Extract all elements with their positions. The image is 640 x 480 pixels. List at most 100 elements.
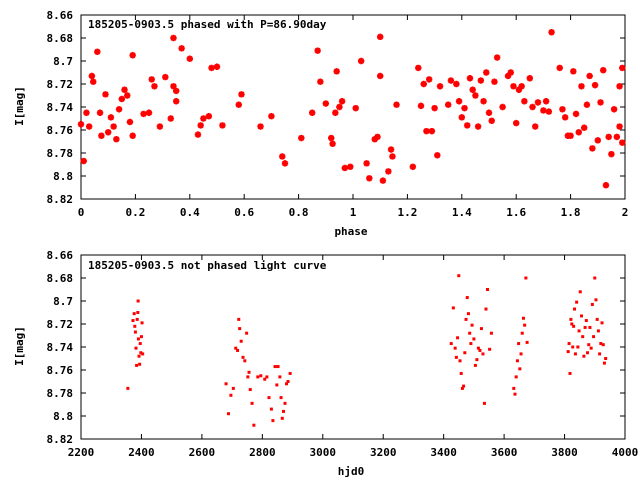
unphased-data-point: [236, 348, 240, 352]
phased-data-point: [194, 131, 202, 138]
unphased-data-point: [263, 377, 267, 381]
phased-data-point: [140, 110, 147, 118]
phased-data-point: [540, 107, 547, 114]
unphased-data-point: [520, 331, 524, 335]
phased-data-point: [575, 129, 582, 136]
unphased-y-tick-label: 8.78: [47, 387, 74, 400]
unphased-x-tick-label: 2200: [68, 446, 95, 459]
unphased-data-point: [133, 330, 137, 334]
phased-data-point: [510, 83, 517, 90]
unphased-y-tick-label: 8.68: [47, 272, 74, 285]
unphased-x-tick-label: 3800: [551, 446, 578, 459]
unphased-data-point: [138, 342, 142, 346]
phased-plot-frame: [80, 14, 626, 200]
unphased-data-point: [131, 319, 135, 323]
phased-data-point: [317, 78, 324, 85]
unphased-data-point: [570, 322, 574, 326]
phased-data-point: [268, 113, 275, 120]
unphased-data-point: [286, 380, 290, 383]
unphased-data-point: [468, 331, 472, 335]
unphased-data-point: [259, 374, 263, 378]
phased-data-point: [425, 76, 433, 83]
phased-data-point: [493, 54, 501, 61]
phased-y-tick-label: 8.66: [47, 9, 74, 22]
unphased-data-point: [288, 371, 292, 375]
unphased-data-point: [237, 317, 241, 321]
unphased-data-point: [239, 339, 243, 343]
phased-data-point: [338, 98, 346, 105]
unphased-data-point: [599, 342, 603, 346]
unphased-data-point: [463, 351, 467, 355]
unphased-data-point: [519, 352, 523, 356]
unphased-data-point: [594, 298, 598, 302]
unphased-data-point: [566, 350, 570, 354]
unphased-data-point: [524, 276, 528, 280]
phased-data-point: [389, 153, 396, 160]
unphased-data-point: [569, 317, 573, 321]
unphased-data-point: [523, 323, 527, 327]
unphased-data-point: [136, 311, 140, 314]
phased-data-point: [461, 104, 468, 112]
unphased-data-point: [243, 359, 247, 363]
phased-data-point: [126, 118, 134, 126]
phased-data-point: [504, 72, 512, 80]
unphased-data-point: [514, 375, 518, 379]
phased-data-point: [279, 153, 286, 160]
phased-data-point: [423, 127, 430, 135]
unphased-data-point: [458, 359, 462, 363]
unphased-data-point: [133, 324, 137, 328]
unphased-data-point: [573, 352, 577, 356]
unphased-y-tick-label: 8.8: [53, 410, 73, 423]
phased-data-point: [148, 76, 155, 83]
unphased-data-point: [457, 274, 461, 278]
phased-data-point: [314, 47, 321, 54]
phased-data-point: [281, 160, 289, 167]
phased-data-point: [80, 157, 87, 165]
unphased-x-tick-label: 4000: [612, 446, 639, 459]
phased-data-point: [483, 69, 490, 76]
phased-data-point: [385, 168, 392, 175]
unphased-x-tick-label: 2800: [249, 446, 276, 459]
unphased-data-point: [601, 343, 605, 347]
phased-data-point: [235, 101, 242, 108]
unphased-data-point: [592, 335, 596, 339]
unphased-data-point: [473, 363, 477, 367]
phased-data-point: [115, 106, 123, 113]
unphased-data-point: [267, 396, 271, 400]
phased-data-point: [298, 134, 305, 142]
phased-data-point: [88, 72, 96, 80]
unphased-data-point: [596, 329, 600, 333]
phased-data-point: [417, 102, 425, 110]
unphased-data-point: [135, 363, 139, 367]
phased-x-tick-label: 1.8: [561, 206, 581, 219]
phased-data-point: [374, 133, 381, 141]
phased-data-point: [445, 101, 452, 108]
unphased-data-point: [460, 386, 464, 390]
phased-plot-title: 185205-0903.5 phased with P=86.90day: [88, 18, 327, 31]
phased-data-point: [608, 150, 615, 158]
phased-y-tick-label: 8.68: [47, 32, 74, 45]
phased-data-point: [371, 136, 378, 143]
unphased-data-point: [285, 382, 289, 386]
phased-data-point: [105, 129, 112, 136]
phased-data-point: [377, 72, 384, 80]
phased-data-point: [477, 77, 485, 84]
phased-data-point: [90, 78, 97, 85]
unphased-data-point: [470, 323, 474, 327]
unphased-data-point: [248, 388, 252, 392]
phased-data-point: [387, 146, 395, 153]
unphased-data-point: [135, 317, 139, 321]
unphased-data-point: [598, 352, 602, 356]
phased-data-point: [597, 99, 604, 106]
unphased-data-point: [238, 327, 242, 331]
phased-x-tick-label: 2: [622, 206, 629, 219]
phased-data-point: [186, 55, 193, 62]
unphased-data-point: [456, 336, 460, 340]
phased-data-point: [578, 83, 585, 90]
phased-data-point: [521, 98, 528, 105]
phased-data-point: [572, 110, 580, 118]
unphased-data-point: [269, 407, 273, 411]
phased-data-point: [341, 164, 349, 172]
phased-data-point: [333, 68, 340, 75]
unphased-data-point: [481, 352, 485, 356]
